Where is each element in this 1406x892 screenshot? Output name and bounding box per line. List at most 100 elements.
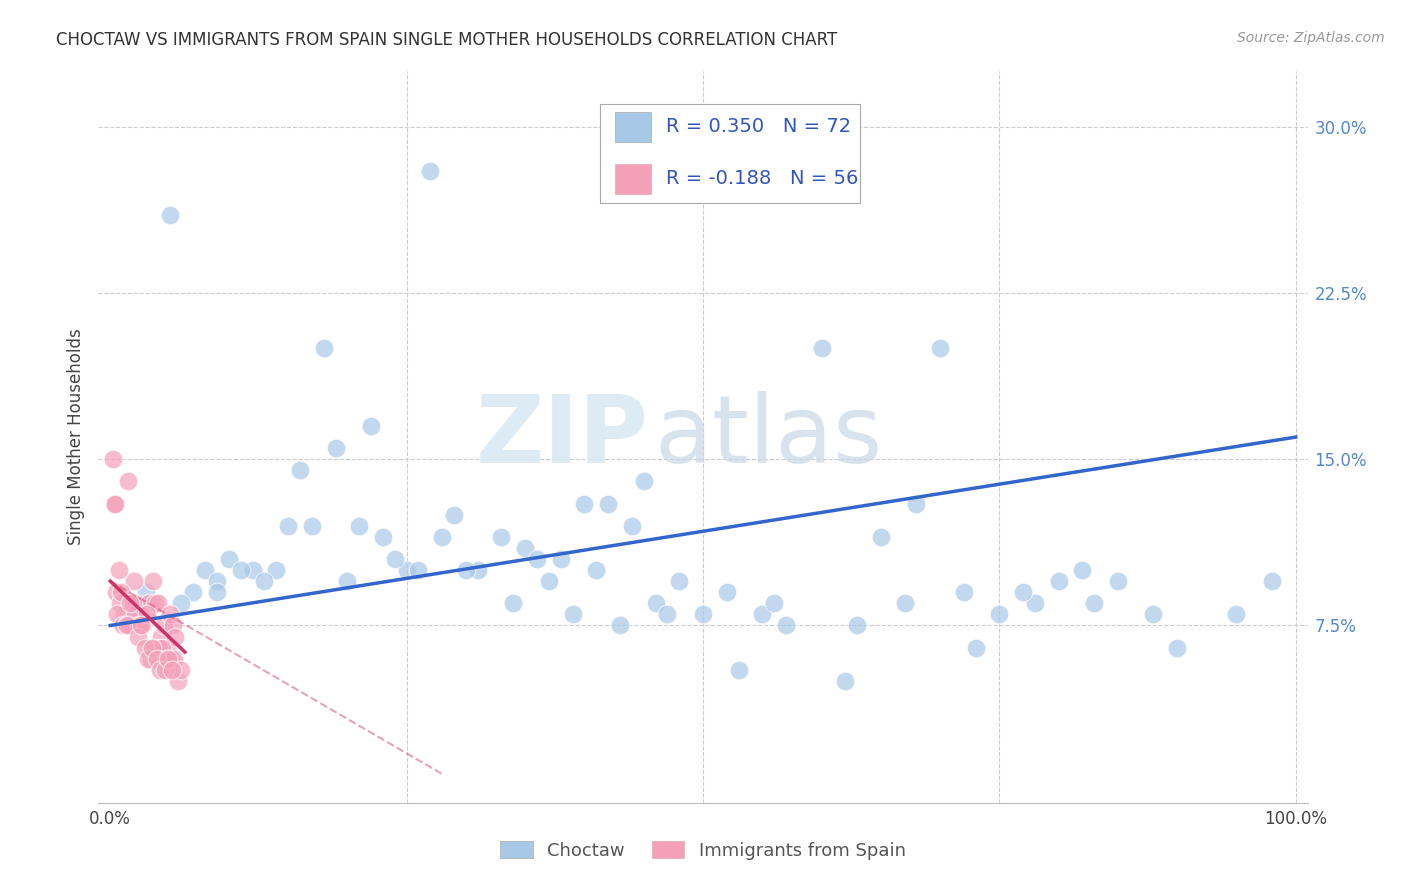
Point (336, 574, 359, 589)
Point (112, 618, 135, 632)
Point (117, 475, 139, 489)
Point (1083, 596, 1105, 610)
Point (122, 574, 145, 589)
Point (135, 607, 157, 622)
Point (110, 585, 132, 599)
Point (152, 640, 174, 655)
Point (763, 596, 786, 610)
Point (419, 164, 441, 178)
Point (384, 552, 406, 566)
Point (107, 563, 129, 577)
Point (143, 640, 166, 655)
Point (129, 607, 152, 622)
Point (491, 530, 513, 544)
Text: atlas: atlas (655, 391, 883, 483)
Point (574, 497, 596, 511)
Point (810, 342, 832, 356)
Point (253, 574, 276, 589)
Point (118, 618, 141, 632)
Text: ZIP: ZIP (475, 391, 648, 483)
Point (132, 618, 155, 632)
Point (159, 607, 181, 622)
Point (143, 596, 166, 610)
Text: CHOCTAW VS IMMIGRANTS FROM SPAIN SINGLE MOTHER HOUSEHOLDS CORRELATION CHART: CHOCTAW VS IMMIGRANTS FROM SPAIN SINGLE … (56, 31, 838, 49)
Point (229, 563, 252, 577)
Point (170, 663, 193, 677)
Point (145, 651, 167, 665)
Point (129, 618, 152, 632)
Point (139, 651, 162, 665)
Point (166, 673, 188, 688)
Point (194, 563, 217, 577)
Point (170, 596, 193, 610)
Point (103, 497, 125, 511)
Point (1261, 574, 1284, 589)
Point (159, 209, 181, 223)
Point (155, 651, 177, 665)
Point (609, 618, 631, 632)
Point (751, 607, 773, 622)
Point (128, 618, 150, 632)
Point (264, 563, 287, 577)
Point (454, 563, 477, 577)
Point (141, 640, 163, 655)
Point (1047, 574, 1070, 589)
Point (929, 342, 952, 356)
Point (1166, 640, 1188, 655)
Point (846, 618, 869, 632)
Point (120, 596, 142, 610)
Point (181, 585, 204, 599)
Point (131, 618, 153, 632)
Point (550, 552, 572, 566)
Y-axis label: Single Mother Households: Single Mother Households (66, 329, 84, 545)
Point (163, 651, 186, 665)
Point (408, 563, 430, 577)
Point (692, 607, 714, 622)
Point (537, 574, 560, 589)
Point (114, 618, 136, 632)
Point (114, 607, 136, 622)
Point (443, 508, 465, 522)
Point (105, 585, 128, 599)
Point (467, 563, 489, 577)
Point (134, 640, 156, 655)
Point (988, 607, 1011, 622)
Point (905, 497, 928, 511)
Point (127, 630, 149, 644)
Point (162, 618, 184, 632)
Point (142, 574, 165, 589)
Point (146, 596, 169, 610)
Point (657, 607, 679, 622)
Point (371, 530, 394, 544)
Point (1107, 574, 1129, 589)
Point (138, 596, 160, 610)
Legend: Choctaw, Immigrants from Spain: Choctaw, Immigrants from Spain (494, 834, 912, 867)
Point (834, 673, 856, 688)
Bar (614, 163, 651, 194)
Point (115, 618, 138, 632)
Point (668, 574, 690, 589)
Point (205, 585, 228, 599)
Point (121, 596, 143, 610)
Point (585, 563, 607, 577)
Point (136, 651, 159, 665)
Point (598, 497, 620, 511)
Point (526, 552, 548, 566)
Point (136, 607, 159, 622)
FancyBboxPatch shape (600, 104, 860, 203)
Point (633, 475, 655, 489)
Point (159, 651, 181, 665)
Point (152, 618, 174, 632)
Point (125, 596, 148, 610)
Point (160, 663, 183, 677)
Point (347, 518, 370, 533)
Point (432, 530, 454, 544)
Point (121, 596, 143, 610)
Point (727, 663, 749, 677)
Point (165, 630, 187, 644)
Point (301, 518, 323, 533)
Point (277, 518, 299, 533)
Point (1225, 607, 1247, 622)
Point (502, 596, 524, 610)
Text: R = -0.188   N = 56: R = -0.188 N = 56 (665, 169, 858, 188)
